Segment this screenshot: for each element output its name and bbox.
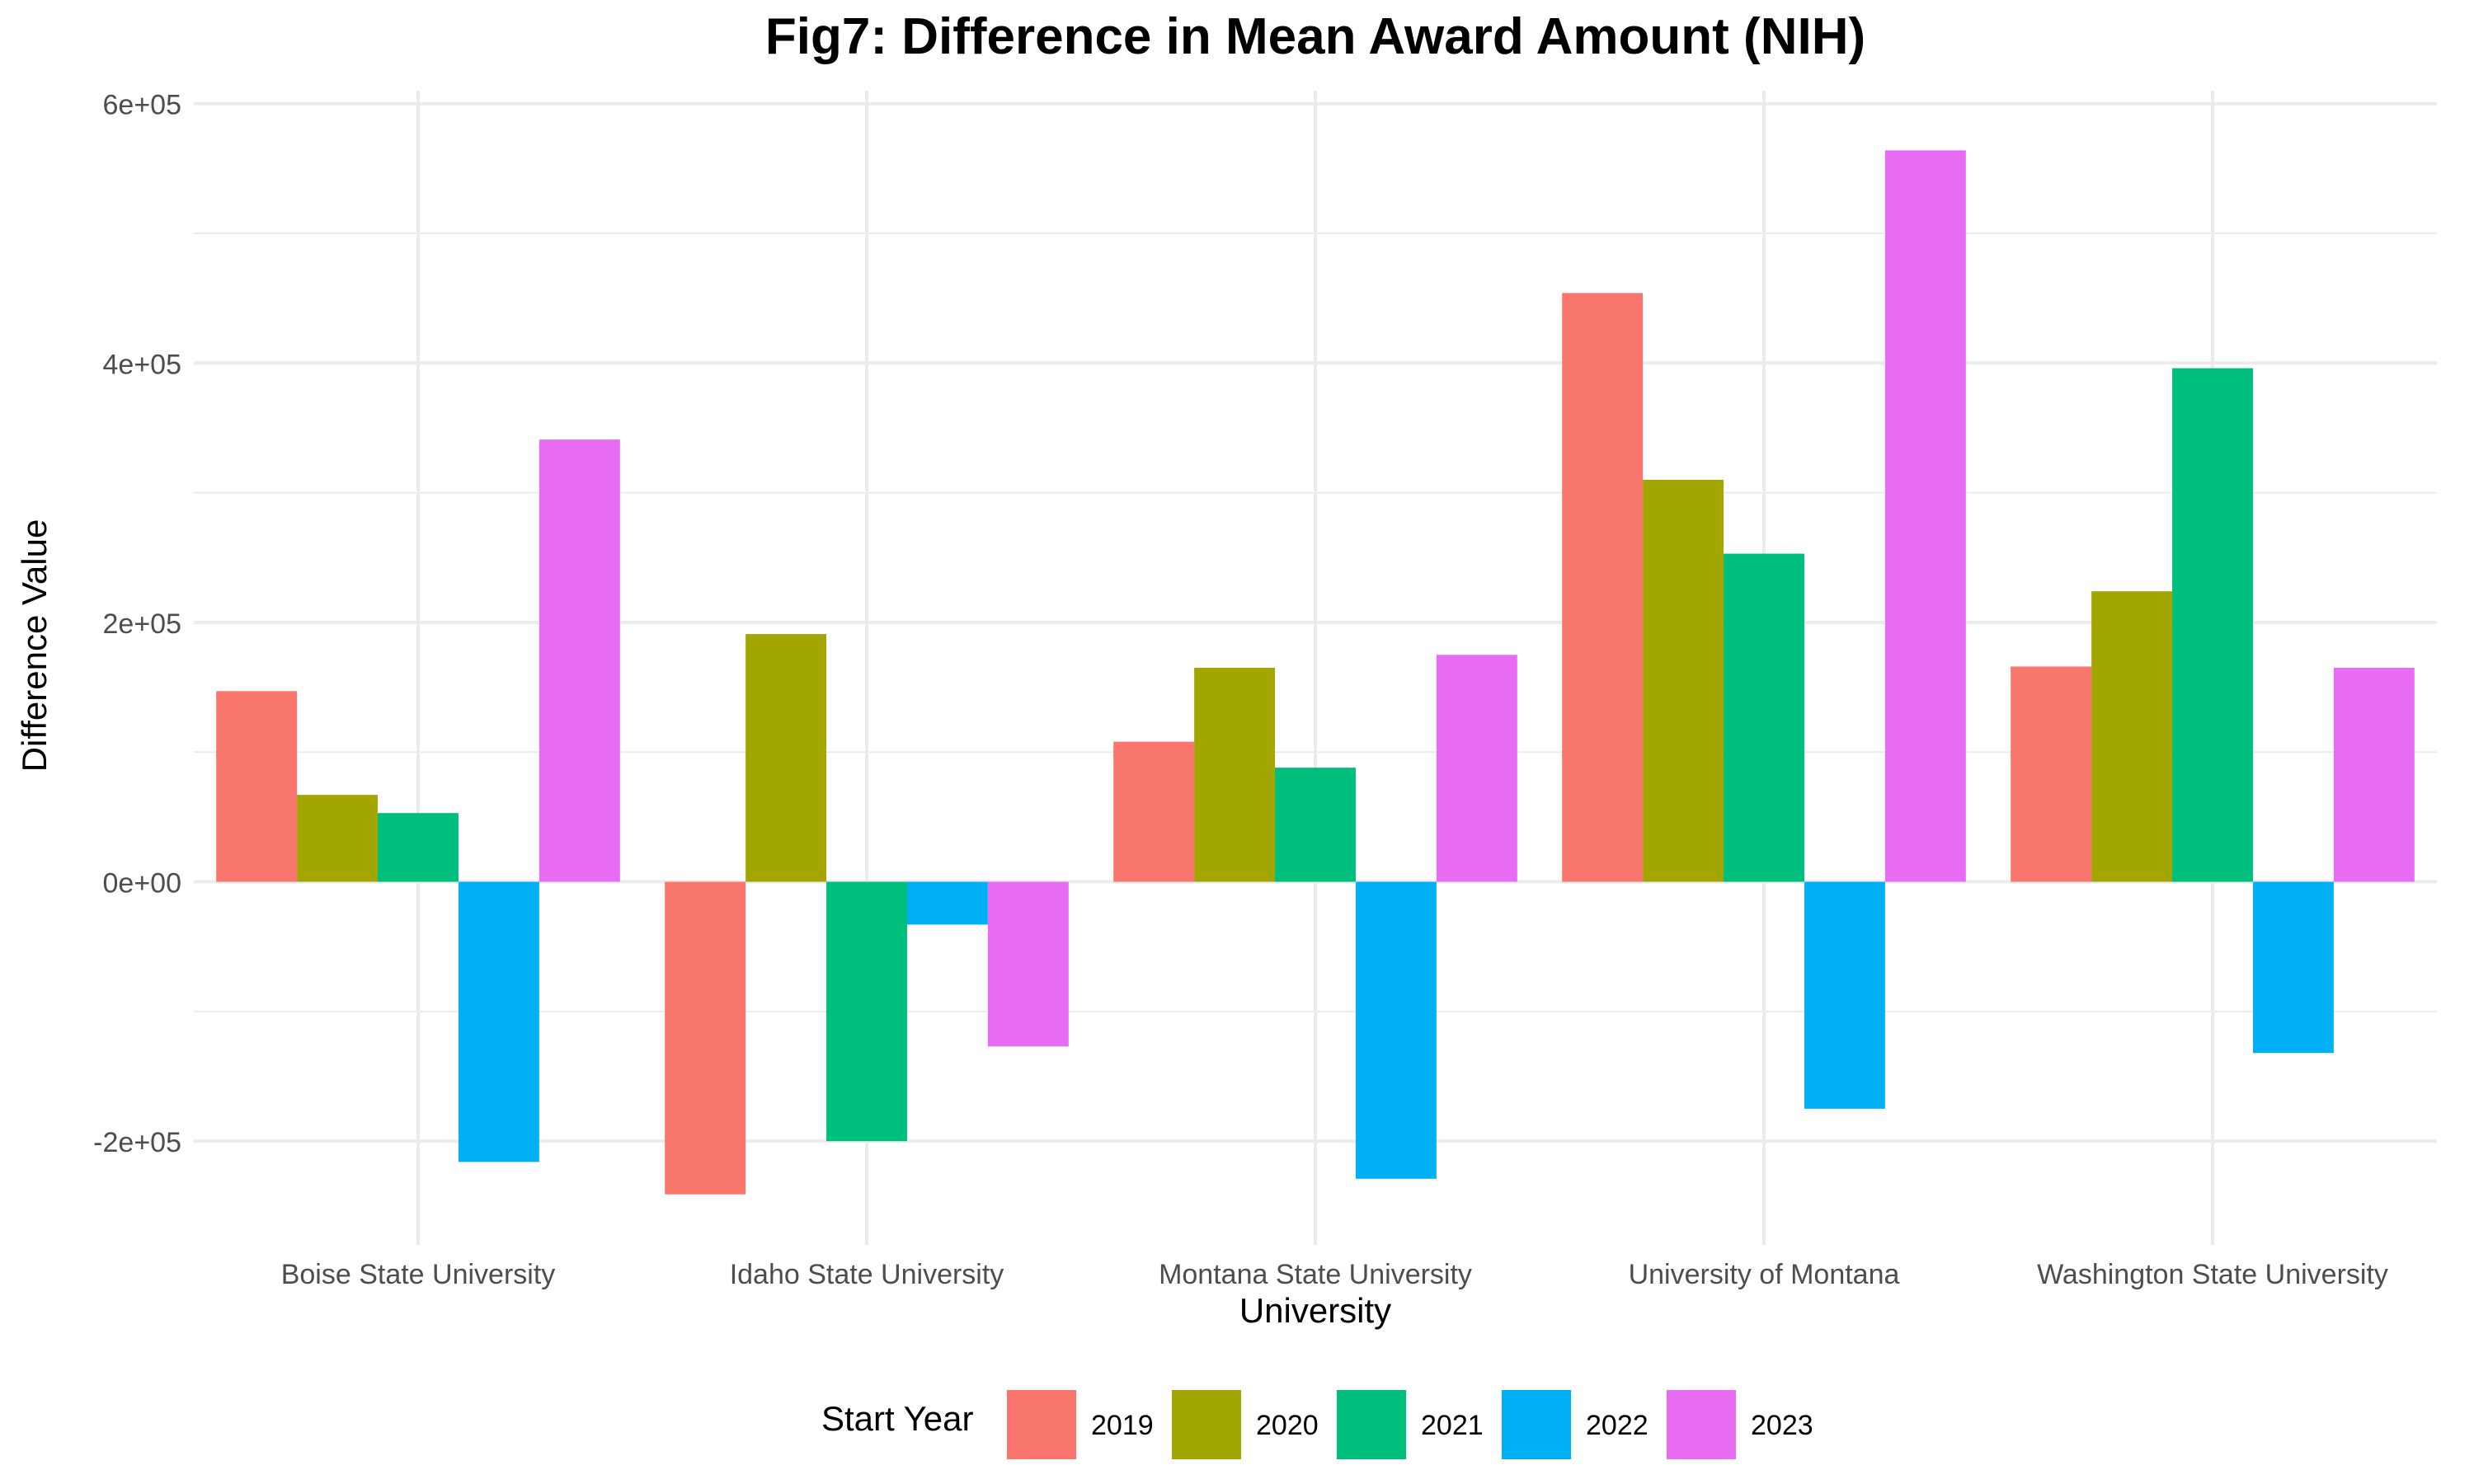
bar-2023-3 <box>1436 655 1517 882</box>
bar-2020-3 <box>1194 668 1276 882</box>
x-tick-label: University of Montana <box>1629 1259 1900 1290</box>
bar-2020-2 <box>745 634 827 882</box>
bars <box>216 150 2415 1195</box>
x-tick-label: Montana State University <box>1159 1259 1472 1290</box>
legend: Start Year 2019 2020 2021 2022 2023 <box>821 1390 1813 1459</box>
x-axis-title: University <box>1239 1291 1391 1330</box>
bar-2021-2 <box>826 881 907 1142</box>
x-axis-ticks: Boise State University Idaho State Univer… <box>281 1259 2388 1290</box>
y-tick-label: 0e+00 <box>103 868 182 899</box>
bar-2021-3 <box>1275 768 1356 882</box>
bar-2019-4 <box>1562 293 1644 882</box>
bar-2023-1 <box>539 439 620 882</box>
bar-2021-5 <box>2172 368 2253 882</box>
bar-2022-3 <box>1355 881 1437 1179</box>
bar-2019-2 <box>665 881 746 1195</box>
x-tick-label: Washington State University <box>2037 1259 2388 1290</box>
bar-2021-1 <box>378 813 459 882</box>
legend-title: Start Year <box>821 1399 973 1438</box>
bar-2021-4 <box>1724 553 1804 882</box>
y-axis-ticks: -2e+05 0e+00 2e+05 4e+05 6e+05 <box>93 90 181 1158</box>
y-axis-title: Difference Value <box>15 519 54 773</box>
legend-label: 2022 <box>1586 1410 1649 1441</box>
bar-2022-4 <box>1804 881 1885 1109</box>
legend-key-2021 <box>1337 1390 1406 1459</box>
y-tick-label: -2e+05 <box>93 1127 181 1158</box>
legend-key-2023 <box>1667 1390 1736 1459</box>
bar-2022-1 <box>458 881 539 1162</box>
y-tick-label: 2e+05 <box>103 608 182 640</box>
bar-2020-1 <box>297 795 379 882</box>
bar-2020-5 <box>2091 591 2173 882</box>
y-tick-label: 6e+05 <box>103 90 182 121</box>
bar-2023-2 <box>987 881 1069 1047</box>
bar-2019-3 <box>1113 741 1195 882</box>
x-tick-label: Boise State University <box>281 1259 556 1290</box>
x-tick-label: Idaho State University <box>730 1259 1004 1290</box>
chart-title: Fig7: Difference in Mean Award Amount (N… <box>765 8 1865 65</box>
y-tick-label: 4e+05 <box>103 349 182 380</box>
legend-label: 2019 <box>1091 1410 1154 1441</box>
bar-2023-4 <box>1884 150 1966 882</box>
legend-label: 2020 <box>1256 1410 1319 1441</box>
bar-2019-5 <box>2011 666 2092 882</box>
bar-2022-2 <box>906 881 988 925</box>
legend-label: 2023 <box>1751 1410 1813 1441</box>
bar-2020-4 <box>1643 479 1724 882</box>
bar-2022-5 <box>2252 881 2334 1054</box>
bar-2023-5 <box>2333 668 2415 882</box>
bar-2019-1 <box>216 691 298 882</box>
legend-label: 2021 <box>1421 1410 1484 1441</box>
legend-key-2020 <box>1172 1390 1241 1459</box>
legend-key-2022 <box>1502 1390 1571 1459</box>
legend-key-2019 <box>1007 1390 1076 1459</box>
